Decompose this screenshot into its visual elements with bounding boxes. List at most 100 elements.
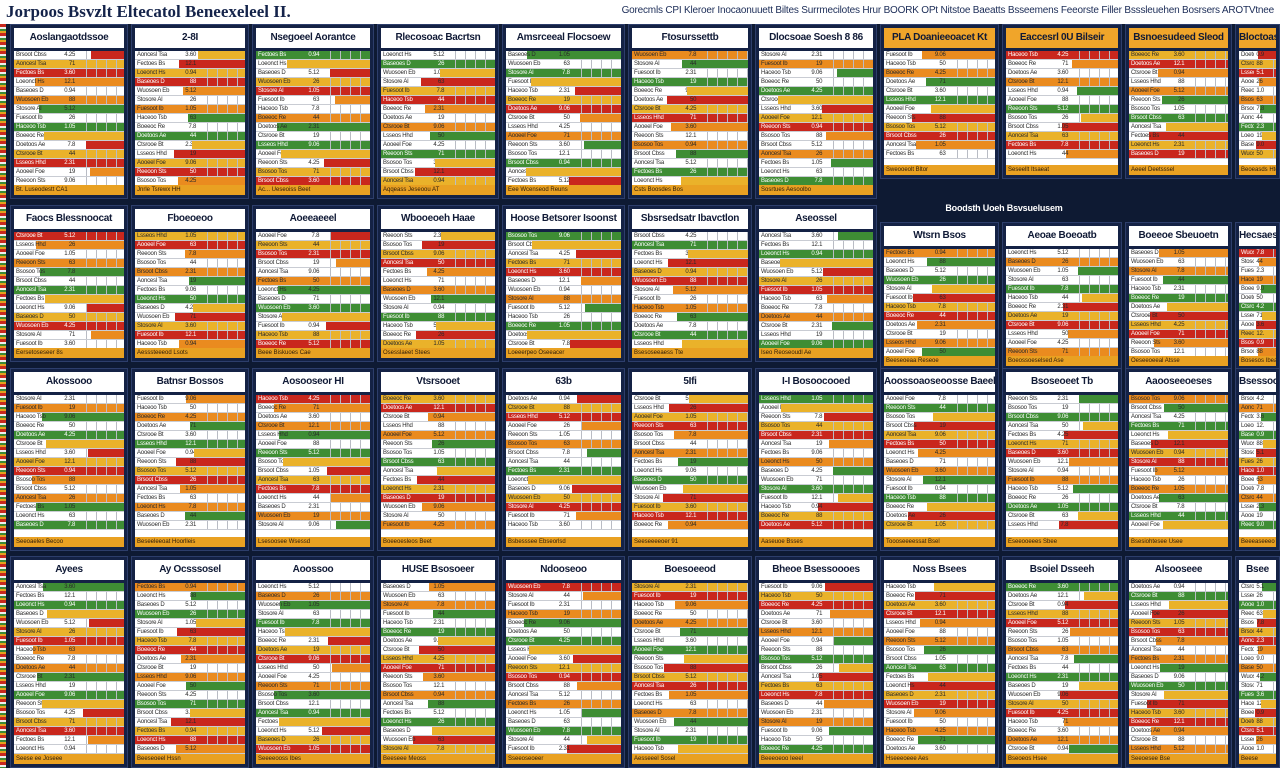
table-row[interactable]: Loeonct Hs3.60 [1129, 431, 1228, 440]
table-row[interactable]: Wuosoen Eb 1.05 [256, 745, 370, 754]
table-row[interactable]: Fuesoot Ib 63 [256, 96, 370, 105]
spreadsheet-panel[interactable]: Sbsrsedsatr Ibavctlon Brsoot Cbss 4.25 Aonc… [628, 205, 752, 362]
spreadsheet-panel[interactable]: Akossooo Stosore Al 2.31 Fuesoot Ib 19 Haceoo… [10, 368, 128, 551]
table-row[interactable]: Wuosoen Eb 12.1 [381, 295, 495, 304]
table-row[interactable]: Stosore Al 9.06 [256, 521, 370, 530]
table-row[interactable]: Fuesoot Ib 9.06 [759, 583, 873, 592]
table-row[interactable]: Fuesoot Ib 19 [632, 592, 748, 601]
table-row[interactable]: Fuesoot Ib 9.06 [135, 395, 245, 404]
table-row[interactable]: Wuosoen Eb 71 [759, 476, 873, 485]
table-row[interactable]: Boeeoc Re 19 [381, 628, 495, 637]
table-row[interactable]: Aoncesl Tsa 50 [1006, 422, 1118, 431]
table-row[interactable]: Doetoos Ae0.94 [1239, 51, 1276, 60]
table-row[interactable]: Lsseos Hhd 4.25 [381, 655, 495, 664]
table-row[interactable]: Ctsrooe Bt5.12 [632, 395, 748, 404]
table-row[interactable]: Wuosoen Eb 2.31 [759, 709, 873, 718]
table-row[interactable]: Doetoos Ae 19 [381, 114, 495, 123]
table-row[interactable]: Ctsrooe Bt 50 [1129, 312, 1228, 321]
table-row[interactable]: Baseoes D 3.60 [1006, 449, 1118, 458]
table-row[interactable]: Boeeoc Re 26 [381, 331, 495, 340]
table-row[interactable]: Doetoos Ae 12.1 [1006, 592, 1118, 601]
table-row[interactable]: Baseoes D 19 [381, 494, 495, 503]
table-row[interactable]: Stosore Al 2.31 [14, 395, 124, 404]
table-row[interactable]: Fectoes Bs7.8 [884, 673, 995, 682]
table-row[interactable]: Boeeoc Re 71 [256, 404, 370, 413]
spreadsheet-panel[interactable]: Bsnoesudeed Sleod Boeeoc Re 3.60 Doetoos Ae… [1125, 24, 1232, 179]
table-row[interactable]: Boeeoc Re 3.60 [381, 395, 495, 404]
table-row[interactable]: Fectoes Bs 26 [632, 168, 748, 177]
table-row[interactable]: Aoncesl Tsa 1.05 [759, 673, 873, 682]
table-row[interactable]: Brsoot Cbss 12.1 [381, 168, 495, 177]
table-row[interactable]: Lsseos Hhd 7.8 [1006, 521, 1118, 530]
table-row[interactable]: Doetoos Ae88 [1239, 718, 1276, 727]
table-row[interactable]: Haceoo Tsb 2.31 [381, 619, 495, 628]
table-row[interactable]: Loeonct Hs 2.31 [1129, 141, 1228, 150]
table-row[interactable]: Boeeoc Re5.12 [884, 503, 995, 512]
table-row[interactable]: Stosore Al 7.8 [381, 601, 495, 610]
table-row[interactable]: Loeonct Hs 0.94 [135, 69, 245, 78]
table-row[interactable]: Wuosoen Eb 1.05 [256, 601, 370, 610]
table-row[interactable]: Bsosoo Tos 44 [759, 422, 873, 431]
table-row[interactable]: Loeonct Hs 5.12 [381, 51, 495, 60]
table-row[interactable]: Boeeoc Re 50 [632, 610, 748, 619]
table-row[interactable]: Boeeoc Re 26 [1006, 494, 1118, 503]
table-row[interactable]: Fuesoot Ib 19 [14, 404, 124, 413]
table-row[interactable]: Boeeoc Re 50 [14, 422, 124, 431]
table-row[interactable]: Reeoon Sts 88 [135, 458, 245, 467]
table-row[interactable]: Loeonct Hs 44 [256, 494, 370, 503]
table-row[interactable]: Haceoo Tsb 0.94 [759, 503, 873, 512]
table-row[interactable]: Ctsrooe Bt 9.06 [381, 123, 495, 132]
table-row[interactable]: Loeonct Hs 50 [135, 295, 245, 304]
table-row[interactable]: Stosore Al 88 [506, 295, 621, 304]
table-row[interactable]: Aoncesl Tsa 26 [632, 682, 748, 691]
table-row[interactable]: Baseoes D 5.12 [135, 745, 245, 754]
table-row[interactable]: Baseoes D 71 [884, 458, 995, 467]
table-row[interactable]: Fectoes Bs 9.06 [135, 286, 245, 295]
table-row[interactable]: Ctsrooe Bt4.25 [1239, 303, 1276, 312]
table-row[interactable]: Lsseos Hhd 12.1 [884, 96, 995, 105]
spreadsheet-panel[interactable]: Aoeeaeeel Aooeel Foe 7.8 Reeoon Sts 44 Bsosoo… [252, 205, 374, 362]
table-row[interactable]: Bsosoo Tos 88 [759, 132, 873, 141]
table-row[interactable]: Haceoo Tsb 50 [135, 404, 245, 413]
table-row[interactable]: Boeeoc Re 7.8 [135, 123, 245, 132]
table-row[interactable]: Ctsrooe Bt 19 [135, 664, 245, 673]
table-row[interactable]: Ctsrooe Bt 0.94 [381, 413, 495, 422]
table-row[interactable]: Haceoo Tsb 88 [884, 494, 995, 503]
table-row[interactable]: Bsosoo Tos 44 [135, 259, 245, 268]
table-row[interactable]: Baseoes D 12.1 [506, 277, 621, 286]
table-row[interactable]: Stosore Al 50 [1006, 700, 1118, 709]
table-row[interactable]: Loeonct Hs 26 [381, 718, 495, 727]
table-row[interactable]: Aooeel Foe 12.1 [759, 114, 873, 123]
table-row[interactable]: Doetoos Ae7.8 [1239, 485, 1276, 494]
table-row[interactable]: Doetoos Ae9.06 [1129, 303, 1228, 312]
table-row[interactable]: Aooeel Foe 12.1 [14, 458, 124, 467]
table-row[interactable]: Lsseos Hhd 50 [256, 664, 370, 673]
table-row[interactable]: Wuosoen Eb 26 [884, 276, 995, 285]
table-row[interactable]: Ctsrooe Bt 2.31 [759, 322, 873, 331]
